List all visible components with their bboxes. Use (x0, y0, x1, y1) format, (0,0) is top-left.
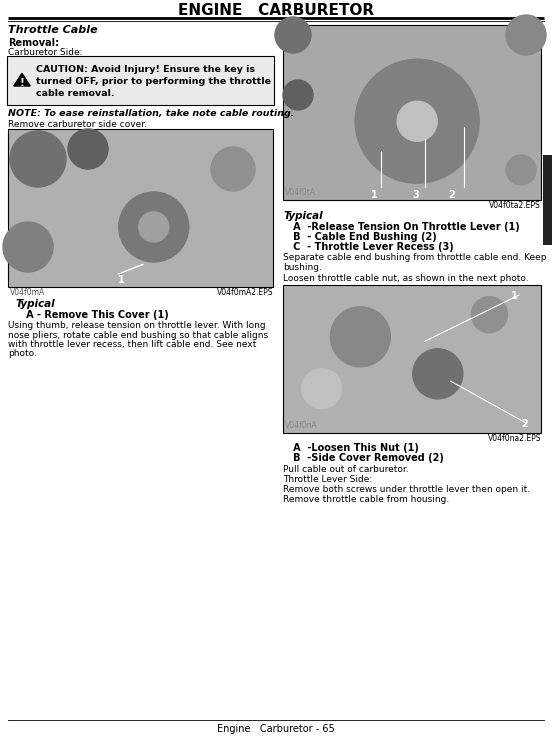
Text: Using thumb, release tension on throttle lever. With long: Using thumb, release tension on throttle… (8, 321, 266, 330)
Text: 2: 2 (521, 419, 528, 429)
Text: V04f0ta2.EPS: V04f0ta2.EPS (489, 201, 541, 210)
Circle shape (68, 129, 108, 169)
Text: V04f0na2.EPS: V04f0na2.EPS (487, 434, 541, 443)
Text: Engine   Carburetor - 65: Engine Carburetor - 65 (217, 724, 335, 734)
Circle shape (275, 17, 311, 53)
Text: Separate cable end bushing from throttle cable end. Keep: Separate cable end bushing from throttle… (283, 253, 546, 262)
Text: 1: 1 (511, 291, 518, 301)
Text: Loosen throttle cable nut, as shown in the next photo.: Loosen throttle cable nut, as shown in t… (283, 274, 529, 283)
Text: C  - Throttle Lever Recess (3): C - Throttle Lever Recess (3) (283, 242, 454, 252)
Text: V04f0mA: V04f0mA (10, 288, 45, 297)
Text: Remove carburetor side cover.: Remove carburetor side cover. (8, 120, 147, 129)
Circle shape (139, 212, 169, 242)
Circle shape (506, 15, 546, 55)
Circle shape (506, 155, 536, 185)
Circle shape (331, 307, 390, 367)
Text: B  - Cable End Bushing (2): B - Cable End Bushing (2) (283, 232, 437, 242)
Text: Typical: Typical (16, 299, 56, 309)
Circle shape (10, 131, 66, 187)
Text: Throttle Lever Side:: Throttle Lever Side: (283, 475, 372, 484)
Bar (8, 129, 273, 287)
Text: 2: 2 (448, 190, 455, 200)
Text: ENGINE   CARBURETOR: ENGINE CARBURETOR (178, 3, 374, 18)
Text: cable removal.: cable removal. (36, 89, 115, 98)
Polygon shape (14, 73, 30, 86)
Text: A  -Release Tension On Throttle Lever (1): A -Release Tension On Throttle Lever (1) (283, 222, 520, 232)
Text: Remove both screws under throttle lever then open it.: Remove both screws under throttle lever … (283, 485, 530, 494)
Circle shape (471, 297, 507, 332)
Text: Typical: Typical (283, 211, 322, 221)
Circle shape (283, 80, 313, 110)
Text: !: ! (19, 78, 24, 87)
Text: V04f0nA: V04f0nA (285, 421, 318, 430)
Text: A  -Loosen This Nut (1): A -Loosen This Nut (1) (283, 443, 419, 453)
Text: Pull cable out of carburetor.: Pull cable out of carburetor. (283, 465, 408, 474)
Text: bushing.: bushing. (283, 263, 322, 272)
Circle shape (397, 101, 437, 141)
FancyBboxPatch shape (7, 56, 274, 105)
Text: Remove throttle cable from housing.: Remove throttle cable from housing. (283, 495, 449, 504)
Text: turned OFF, prior to performing the throttle: turned OFF, prior to performing the thro… (36, 77, 271, 86)
Text: V04f0mA2.EPS: V04f0mA2.EPS (216, 288, 273, 297)
Text: Removal:: Removal: (8, 38, 59, 48)
Bar (283, 25, 541, 200)
Circle shape (211, 147, 255, 191)
Text: A - Remove This Cover (1): A - Remove This Cover (1) (16, 310, 169, 320)
Bar (543, 155, 552, 245)
Text: V04f0tA: V04f0tA (285, 188, 316, 197)
Circle shape (119, 192, 189, 262)
Text: photo.: photo. (8, 349, 37, 358)
Circle shape (355, 59, 479, 184)
Circle shape (302, 369, 342, 408)
Text: 1: 1 (118, 275, 125, 285)
Text: 1: 1 (371, 190, 378, 200)
Circle shape (3, 222, 53, 272)
Circle shape (413, 349, 463, 399)
Text: with throttle lever recess, then lift cable end. See next: with throttle lever recess, then lift ca… (8, 340, 256, 349)
Text: nose pliers, rotate cable end bushing so that cable aligns: nose pliers, rotate cable end bushing so… (8, 331, 268, 340)
Text: B  -Side Cover Removed (2): B -Side Cover Removed (2) (283, 453, 444, 463)
Text: Throttle Cable: Throttle Cable (8, 25, 98, 35)
Bar (283, 285, 541, 433)
Text: Carburetor Side:: Carburetor Side: (8, 48, 82, 57)
Text: 3: 3 (412, 190, 419, 200)
Text: CAUTION: Avoid Injury! Ensure the key is: CAUTION: Avoid Injury! Ensure the key is (36, 65, 255, 74)
Text: NOTE: To ease reinstallation, take note cable routing.: NOTE: To ease reinstallation, take note … (8, 109, 294, 118)
